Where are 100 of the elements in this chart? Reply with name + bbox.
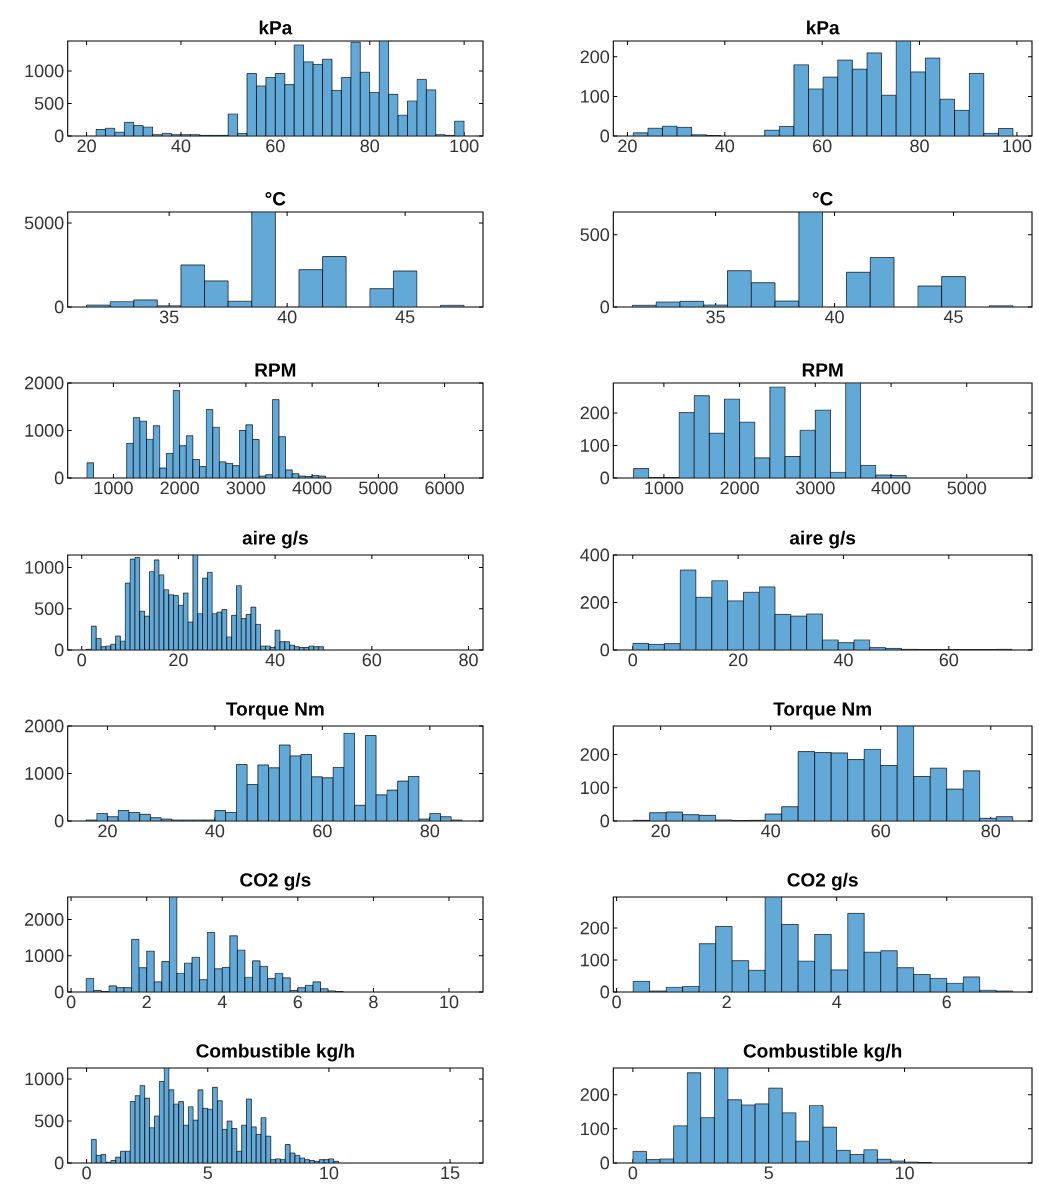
chart-title: RPM <box>802 363 843 377</box>
x-tick-label: 100 <box>450 139 479 153</box>
x-tick-label: 5 <box>203 1166 212 1180</box>
x-tick-label: 40 <box>205 824 225 838</box>
y-tick-label: 1000 <box>25 64 64 78</box>
x-tick-label: 80 <box>981 824 1001 838</box>
x-tick-label: 35 <box>159 310 179 324</box>
y-tick-label: 200 <box>580 921 610 935</box>
x-tick-label: 4 <box>832 995 842 1008</box>
x-tick-label: 60 <box>939 653 959 667</box>
x-tick-label: 20 <box>77 139 96 153</box>
y-tick-label: 200 <box>580 1088 610 1102</box>
x-tick-label: 15 <box>441 1166 460 1180</box>
y-tick-label: 0 <box>54 471 64 485</box>
y-tick-label: 0 <box>54 129 64 143</box>
y-tick-label: 0 <box>600 985 610 999</box>
x-tick-label: 2 <box>142 995 151 1009</box>
y-tick-label: 100 <box>581 1122 610 1136</box>
x-tick-label: 8 <box>369 995 378 1009</box>
x-tick-label: 0 <box>66 995 76 1009</box>
y-tick-label: 2000 <box>25 376 64 390</box>
x-tick-label: 80 <box>360 139 380 153</box>
y-tick-label: 500 <box>580 228 610 242</box>
y-tick-label: 100 <box>581 781 610 795</box>
x-tick-label: 20 <box>169 653 188 667</box>
y-tick-label: 1000 <box>25 1072 64 1086</box>
x-tick-label: 35 <box>706 310 725 324</box>
y-tick-label: 0 <box>600 1156 610 1170</box>
chart-title: CO2 g/s <box>787 872 858 891</box>
y-tick-label: 0 <box>600 300 610 314</box>
x-tick-label: 80 <box>910 139 929 153</box>
x-tick-label: 4 <box>217 995 227 1008</box>
x-tick-label: 4000 <box>292 481 332 495</box>
x-tick-label: 0 <box>77 653 87 667</box>
x-tick-label: 20 <box>618 139 637 153</box>
x-tick-label: 2 <box>722 995 731 1009</box>
x-tick-label: 60 <box>313 824 332 838</box>
chart-title: °C <box>812 192 833 206</box>
y-tick-label: 1000 <box>25 424 64 437</box>
x-tick-label: 80 <box>459 653 478 667</box>
x-tick-label: 20 <box>651 824 670 838</box>
x-tick-label: 60 <box>266 139 285 153</box>
y-tick-label: 200 <box>580 50 610 64</box>
x-tick-label: 10 <box>895 1166 914 1180</box>
x-tick-label: 0 <box>612 995 621 1009</box>
y-tick-label: 500 <box>34 602 64 616</box>
x-tick-label: 20 <box>729 653 748 667</box>
x-tick-label: 2000 <box>720 481 759 495</box>
x-tick-label: 10 <box>440 995 459 1009</box>
x-tick-label: 0 <box>628 1166 638 1180</box>
x-tick-label: 1000 <box>645 481 684 495</box>
chart-title: Torque Nm <box>226 702 324 720</box>
x-tick-label: 6000 <box>425 481 464 495</box>
x-tick-label: 0 <box>82 1166 91 1180</box>
y-tick-label: 0 <box>600 471 610 485</box>
y-tick-label: 1000 <box>25 561 64 574</box>
y-tick-label: 0 <box>600 129 610 143</box>
y-tick-label: 400 <box>580 548 610 562</box>
x-tick-label: 3000 <box>795 481 835 495</box>
y-tick-label: 0 <box>54 1156 64 1170</box>
y-tick-label: 2000 <box>25 913 64 926</box>
y-tick-label: 0 <box>600 814 610 828</box>
y-tick-label: 100 <box>581 953 610 967</box>
x-tick-label: 40 <box>833 653 853 667</box>
x-tick-label: 10 <box>320 1166 339 1180</box>
y-tick-label: 0 <box>600 643 610 657</box>
y-tick-label: 0 <box>54 985 64 999</box>
x-tick-label: 40 <box>761 824 780 838</box>
chart-title: RPM <box>255 363 296 377</box>
x-tick-label: 0 <box>628 653 638 667</box>
chart-title: kPa <box>807 20 840 35</box>
y-tick-label: 1000 <box>25 767 64 780</box>
x-tick-label: 40 <box>171 139 191 153</box>
x-tick-label: 60 <box>813 139 832 153</box>
x-tick-label: 40 <box>277 310 297 324</box>
x-tick-label: 3000 <box>226 481 266 495</box>
x-tick-label: 60 <box>871 824 891 838</box>
y-tick-label: 100 <box>581 90 610 103</box>
y-tick-label: 500 <box>34 1114 64 1128</box>
chart-title: aire g/s <box>789 530 856 549</box>
x-tick-label: 5000 <box>947 481 987 495</box>
x-tick-label: 1000 <box>94 481 133 495</box>
x-tick-label: 40 <box>265 653 285 667</box>
x-tick-label: 6 <box>293 995 303 1009</box>
chart-title: Torque Nm <box>773 702 871 720</box>
y-tick-label: 200 <box>580 596 610 609</box>
x-tick-label: 100 <box>1003 139 1032 153</box>
y-tick-label: 1000 <box>25 949 64 963</box>
y-tick-label: 100 <box>581 439 610 452</box>
x-tick-label: 60 <box>362 653 382 667</box>
y-tick-label: 2000 <box>25 719 64 733</box>
y-tick-label: 0 <box>54 643 64 657</box>
x-tick-label: 45 <box>943 310 963 324</box>
x-tick-label: 20 <box>98 824 117 838</box>
x-tick-label: 80 <box>420 824 440 838</box>
y-tick-label: 0 <box>54 300 64 314</box>
y-tick-label: 5000 <box>24 216 64 230</box>
chart-title: °C <box>265 192 286 206</box>
chart-title: kPa <box>259 20 293 35</box>
x-tick-label: 4000 <box>871 481 911 495</box>
